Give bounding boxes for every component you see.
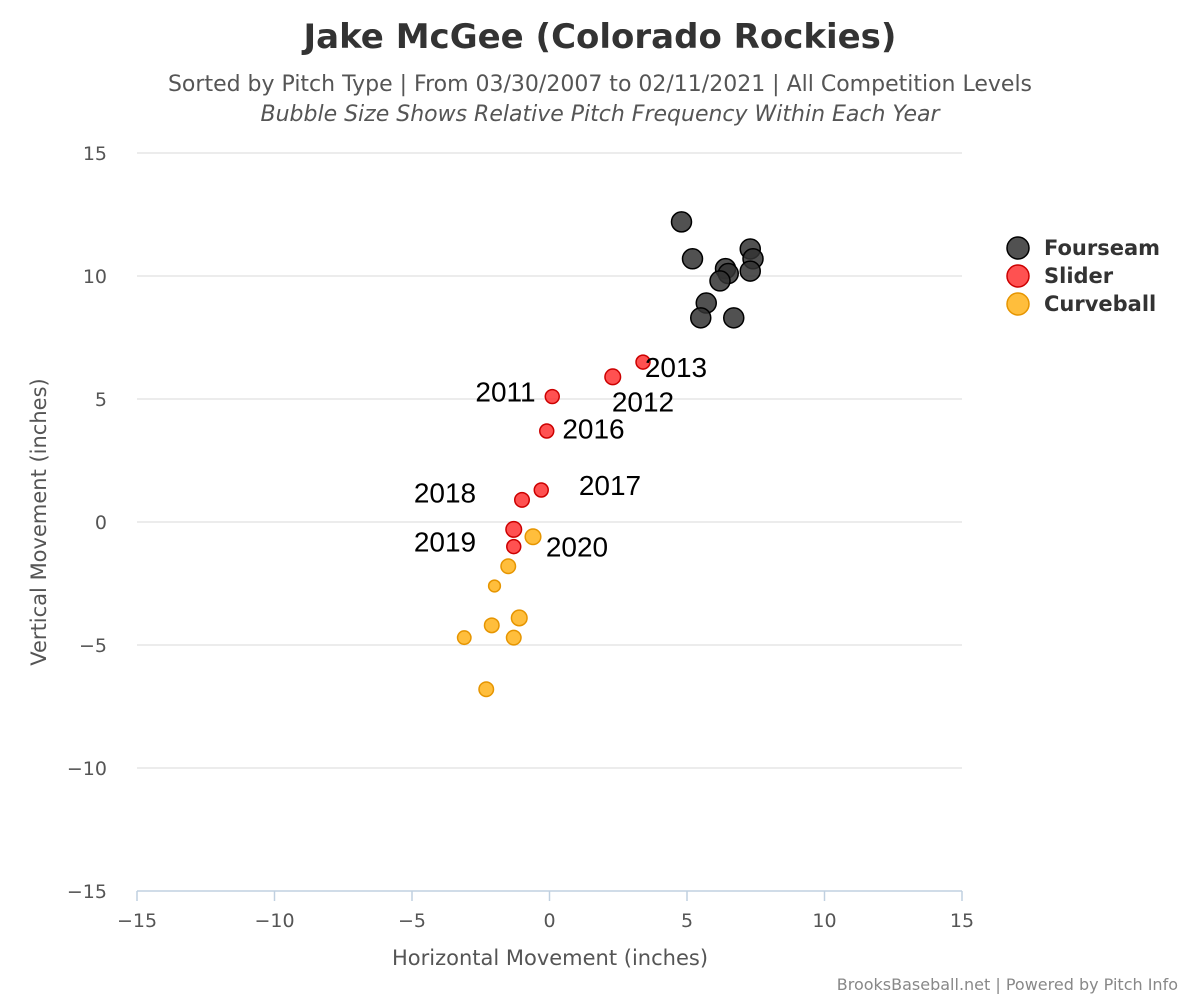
legend-item-fourseam[interactable]: Fourseam [1006, 236, 1160, 260]
legend-item-curveball[interactable]: Curveball [1006, 292, 1156, 316]
year-label: 2020 [546, 531, 608, 562]
fourseam-point[interactable] [670, 211, 693, 233]
slider-point[interactable] [505, 520, 523, 538]
fourseam-point[interactable] [723, 307, 745, 329]
y-axis-title: Vertical Movement (inches) [27, 378, 51, 665]
y-tick-label: 0 [95, 512, 107, 534]
curveball-point[interactable] [456, 630, 472, 646]
chart-subtitle-note: Bubble Size Shows Relative Pitch Frequen… [260, 102, 941, 127]
legend-label: Slider [1044, 264, 1114, 288]
curveball-point[interactable] [478, 681, 495, 698]
curveball-point[interactable] [524, 528, 542, 546]
slider-point[interactable] [635, 354, 651, 370]
axes [136, 890, 963, 901]
curveball-point[interactable] [505, 629, 522, 646]
x-tick-label: 15 [950, 910, 974, 932]
legend-item-slider[interactable]: Slider [1006, 264, 1114, 288]
chart-subtitle: Sorted by Pitch Type | From 03/30/2007 t… [168, 72, 1032, 97]
x-tick-label: −10 [254, 910, 294, 932]
y-tick-label: −10 [67, 758, 107, 780]
x-tick-label: −5 [398, 910, 426, 932]
year-label: 2012 [612, 386, 674, 417]
fourseam-point[interactable] [690, 307, 712, 329]
curveball-point[interactable] [487, 579, 502, 593]
data-points [456, 211, 764, 698]
slider-point[interactable] [506, 538, 522, 555]
credits[interactable]: BrooksBaseball.net | Powered by Pitch In… [837, 975, 1178, 994]
slider-point[interactable] [544, 388, 560, 405]
legend-marker [1006, 292, 1030, 316]
x-tick-labels: −15 −10 −5 0 5 10 15 [117, 910, 974, 932]
legend-label: Fourseam [1044, 236, 1160, 260]
curveball-point[interactable] [483, 617, 500, 634]
year-label: 2011 [475, 376, 535, 407]
slider-point[interactable] [604, 368, 622, 386]
legend-marker [1006, 236, 1030, 260]
year-label: 2016 [562, 413, 624, 444]
curveball-point[interactable] [500, 558, 517, 575]
fourseam-point[interactable] [709, 270, 731, 292]
slider-point[interactable] [514, 491, 530, 508]
x-tick-label: 0 [543, 910, 555, 932]
year-label: 2013 [645, 352, 707, 383]
x-tick-label: 5 [681, 910, 693, 932]
y-tick-label: −5 [79, 635, 107, 657]
y-tick-label: 10 [83, 266, 107, 288]
x-tick-label: 10 [812, 910, 836, 932]
year-label: 2017 [579, 470, 641, 501]
y-tick-label: 15 [83, 143, 107, 165]
year-label: 2019 [414, 527, 476, 558]
slider-point[interactable] [539, 423, 555, 439]
fourseam-point[interactable] [681, 248, 704, 270]
y-tick-labels: 15 10 5 0 −5 −10 −15 [67, 143, 107, 903]
y-tick-label: 5 [95, 389, 107, 411]
slider-point[interactable] [533, 482, 549, 498]
chart-title: Jake McGee (Colorado Rockies) [302, 17, 897, 57]
curveball-point[interactable] [510, 609, 528, 627]
legend[interactable]: Fourseam Slider Curveball [1006, 236, 1160, 316]
x-tick-label: −15 [117, 910, 157, 932]
gridlines [137, 152, 962, 769]
fourseam-point[interactable] [739, 260, 761, 282]
legend-marker [1006, 264, 1030, 288]
x-axis-title: Horizontal Movement (inches) [392, 946, 708, 970]
year-label: 2018 [414, 477, 476, 508]
legend-label: Curveball [1044, 292, 1156, 316]
y-tick-label: −15 [67, 881, 107, 903]
